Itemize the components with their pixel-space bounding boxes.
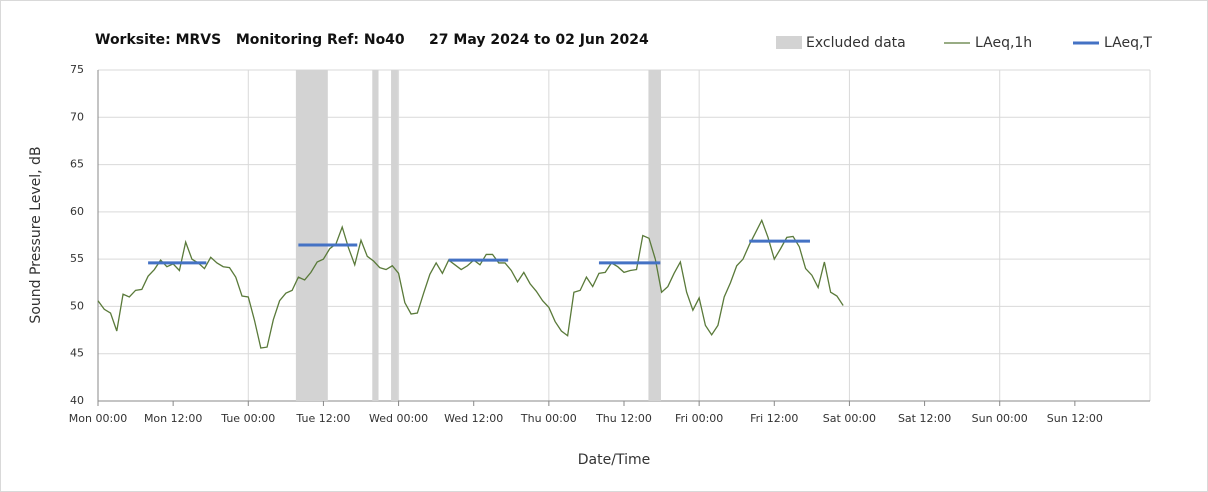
y-tick-label: 70 <box>70 110 84 123</box>
x-tick-label: Tue 12:00 <box>295 412 350 425</box>
legend-label: LAeq,T <box>1104 35 1152 51</box>
y-tick-label: 40 <box>70 394 84 407</box>
y-tick-label: 60 <box>70 205 84 218</box>
y-tick-label: 65 <box>70 158 84 171</box>
x-tick-label: Thu 12:00 <box>595 412 652 425</box>
data-line <box>97 218 844 349</box>
excluded-band <box>648 70 661 401</box>
chart-title: Worksite: MRVS Monitoring Ref: No40 27 M… <box>95 32 649 48</box>
x-tick-label: Wed 12:00 <box>444 412 503 425</box>
y-tick-label: 55 <box>70 252 84 265</box>
x-tick-label: Fri 12:00 <box>750 412 798 425</box>
y-tick-label: 50 <box>70 299 84 312</box>
x-tick-label: Sun 12:00 <box>1047 412 1103 425</box>
y-axis-label: Sound Pressure Level, dB <box>28 146 44 323</box>
x-tick-label: Tue 00:00 <box>220 412 275 425</box>
x-tick-label: Sat 12:00 <box>898 412 951 425</box>
excluded-band <box>391 70 398 401</box>
legend-label: Excluded data <box>806 35 906 51</box>
excluded-band <box>295 70 328 401</box>
x-tick-label: Thu 00:00 <box>520 412 577 425</box>
x-tick-label: Mon 00:00 <box>69 412 127 425</box>
y-tick-label: 45 <box>70 347 84 360</box>
x-tick-label: Mon 12:00 <box>144 412 202 425</box>
x-axis-label: Date/Time <box>578 452 650 468</box>
x-tick-label: Sun 00:00 <box>972 412 1028 425</box>
legend-swatch <box>776 36 802 49</box>
x-tick-label: Wed 00:00 <box>369 412 428 425</box>
excluded-band <box>372 70 379 401</box>
legend-label: LAeq,1h <box>975 35 1032 51</box>
y-tick-label: 75 <box>70 63 84 76</box>
x-tick-label: Sat 00:00 <box>823 412 876 425</box>
x-tick-label: Fri 00:00 <box>675 412 723 425</box>
